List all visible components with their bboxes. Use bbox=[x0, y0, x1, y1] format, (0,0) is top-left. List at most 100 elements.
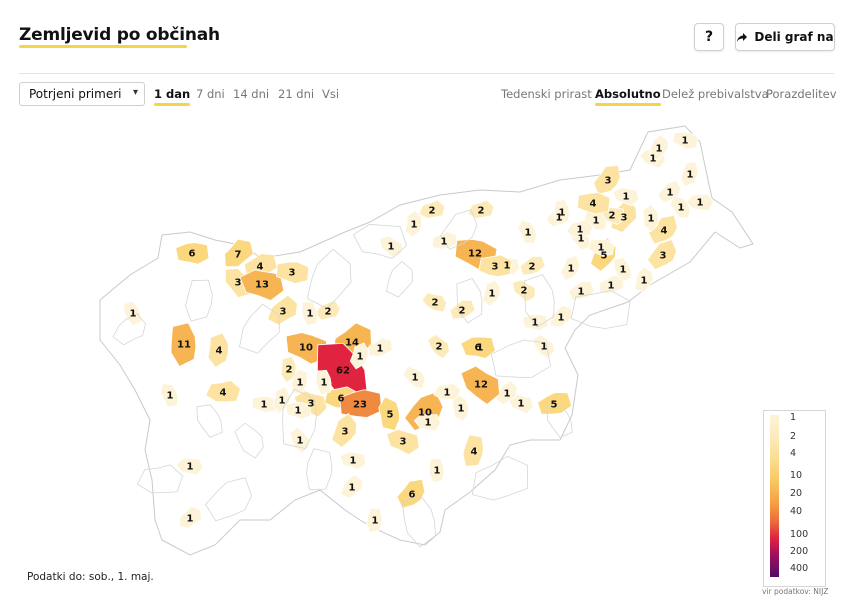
tab-7-dni[interactable]: 7 dni bbox=[196, 87, 225, 101]
municipality-region[interactable] bbox=[349, 342, 369, 370]
tab-tedenski-prirast[interactable]: Tedenski prirast bbox=[501, 87, 592, 101]
municipality-border bbox=[490, 339, 552, 378]
municipality-value-label: 1 bbox=[656, 144, 663, 155]
municipality-region[interactable] bbox=[272, 386, 291, 414]
municipality-value-label: 12 bbox=[474, 380, 488, 391]
tab-14-dni[interactable]: 14 dni bbox=[233, 87, 270, 101]
municipality-region[interactable] bbox=[175, 242, 210, 265]
municipality-region[interactable] bbox=[285, 401, 312, 420]
share-button[interactable]: Deli graf na bbox=[735, 23, 835, 51]
municipality-region[interactable] bbox=[276, 261, 310, 284]
municipality-region[interactable] bbox=[685, 193, 714, 211]
municipality-region[interactable] bbox=[291, 368, 308, 394]
municipality-region[interactable] bbox=[460, 336, 496, 359]
municipality-region[interactable] bbox=[462, 434, 484, 467]
municipality-region[interactable] bbox=[566, 218, 594, 238]
municipality-region[interactable] bbox=[251, 395, 278, 414]
municipality-region[interactable] bbox=[560, 255, 581, 281]
municipality-region[interactable] bbox=[612, 187, 640, 207]
municipality-region[interactable] bbox=[427, 334, 450, 360]
municipality-region[interactable] bbox=[175, 457, 204, 476]
municipality-region[interactable] bbox=[648, 134, 669, 161]
tab-1-dan[interactable]: 1 dan bbox=[154, 87, 191, 106]
municipality-region[interactable] bbox=[366, 508, 383, 533]
municipality-region[interactable] bbox=[593, 164, 621, 195]
municipality-region[interactable] bbox=[205, 380, 241, 403]
municipality-region[interactable] bbox=[672, 131, 699, 150]
municipality-region[interactable] bbox=[467, 199, 495, 219]
municipality-region[interactable] bbox=[588, 239, 615, 257]
municipality-region[interactable] bbox=[402, 365, 426, 389]
municipality-border bbox=[112, 312, 146, 346]
municipality-region[interactable] bbox=[449, 300, 476, 320]
municipality-region[interactable] bbox=[418, 199, 446, 219]
municipality-value-label: 1 bbox=[412, 373, 419, 384]
legend-tick-label: 100 bbox=[790, 529, 809, 540]
help-button[interactable]: ? bbox=[694, 23, 724, 51]
municipality-region[interactable] bbox=[339, 389, 383, 418]
municipality-region[interactable] bbox=[280, 355, 297, 383]
metric-select[interactable]: Potrjeni primeri ▾ bbox=[19, 82, 145, 106]
municipality-region[interactable] bbox=[293, 390, 328, 418]
municipality-region[interactable] bbox=[123, 300, 142, 327]
municipality-region[interactable] bbox=[331, 413, 358, 449]
tab-absolutno[interactable]: Absolutno bbox=[595, 87, 661, 106]
municipality-region[interactable] bbox=[314, 300, 341, 321]
municipality-region[interactable] bbox=[519, 255, 546, 276]
municipality-region[interactable] bbox=[549, 304, 573, 328]
municipality-region[interactable] bbox=[647, 239, 678, 271]
municipality-region[interactable] bbox=[553, 198, 570, 226]
municipality-region[interactable] bbox=[160, 383, 179, 408]
municipality-region[interactable] bbox=[431, 231, 457, 250]
municipality-region[interactable] bbox=[568, 280, 595, 301]
municipality-region[interactable] bbox=[289, 427, 310, 454]
municipality-region[interactable] bbox=[512, 279, 536, 303]
municipality-region[interactable] bbox=[340, 473, 363, 499]
tab-delez-prebivalstva[interactable]: Delež prebivalstva bbox=[662, 87, 769, 101]
municipality-region[interactable] bbox=[521, 313, 549, 332]
municipality-region[interactable] bbox=[386, 428, 420, 456]
municipality-region[interactable] bbox=[413, 413, 442, 432]
municipality-region[interactable] bbox=[451, 394, 469, 422]
municipality-region[interactable] bbox=[224, 238, 254, 268]
municipality-region[interactable] bbox=[285, 332, 327, 365]
municipality-region[interactable] bbox=[368, 337, 393, 358]
municipality-region[interactable] bbox=[339, 451, 367, 470]
municipality-value-label: 1 bbox=[593, 216, 600, 227]
municipality-region[interactable] bbox=[379, 235, 403, 259]
municipality-region[interactable] bbox=[378, 396, 401, 431]
municipality-value-label: 1 bbox=[678, 203, 685, 214]
municipality-region[interactable] bbox=[460, 365, 501, 405]
municipality-region[interactable] bbox=[301, 301, 318, 327]
municipality-region[interactable] bbox=[396, 478, 426, 509]
municipality-region[interactable] bbox=[239, 269, 285, 301]
municipality-region[interactable] bbox=[669, 195, 691, 219]
municipality-region[interactable] bbox=[170, 322, 197, 368]
municipality-region[interactable] bbox=[576, 192, 611, 215]
municipality-region[interactable] bbox=[421, 292, 448, 313]
municipality-region[interactable] bbox=[178, 505, 202, 529]
municipality-region[interactable] bbox=[642, 204, 659, 233]
municipality-region[interactable] bbox=[266, 294, 298, 326]
municipality-region[interactable] bbox=[613, 256, 632, 283]
municipality-region[interactable] bbox=[428, 457, 445, 483]
municipality-region[interactable] bbox=[634, 266, 654, 293]
municipality-value-label: 1 bbox=[578, 287, 585, 298]
municipality-region[interactable] bbox=[517, 219, 537, 245]
municipality-region[interactable] bbox=[207, 332, 229, 369]
tab-porazdelitev[interactable]: Porazdelitev bbox=[766, 87, 837, 101]
municipality-border bbox=[440, 209, 478, 250]
municipality-region[interactable] bbox=[680, 161, 699, 188]
municipality-value-label: 2 bbox=[529, 262, 536, 273]
municipality-region[interactable] bbox=[481, 279, 501, 307]
municipality-region[interactable] bbox=[315, 369, 332, 396]
chevron-down-icon: ▾ bbox=[132, 87, 138, 98]
municipality-region[interactable] bbox=[478, 254, 513, 277]
tab-21-dni[interactable]: 21 dni bbox=[278, 87, 315, 101]
tab-vsi[interactable]: Vsi bbox=[322, 87, 340, 101]
municipality-region[interactable] bbox=[404, 209, 423, 238]
municipality-region[interactable] bbox=[583, 209, 608, 231]
municipality-region[interactable] bbox=[532, 334, 555, 360]
municipality-region[interactable] bbox=[433, 382, 461, 400]
